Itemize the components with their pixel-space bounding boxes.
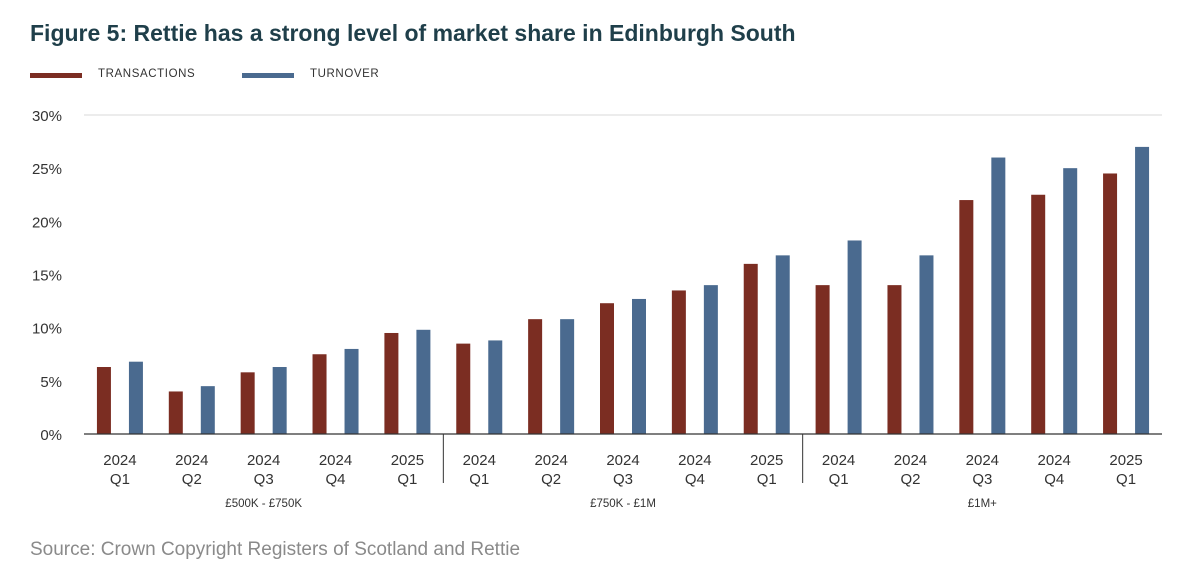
bar-transactions xyxy=(96,367,111,434)
y-tick-label: 30% xyxy=(32,108,62,125)
bar-transactions xyxy=(815,285,830,434)
bar-turnover xyxy=(919,255,934,434)
legend-swatch-transactions xyxy=(30,73,82,78)
bar-turnover xyxy=(703,285,718,434)
x-tick-quarter: Q1 xyxy=(469,471,489,488)
bar-transactions xyxy=(743,263,758,434)
x-tick-quarter: Q3 xyxy=(613,471,633,488)
x-tick-quarter: Q1 xyxy=(829,471,849,488)
x-tick-quarter: Q1 xyxy=(397,471,417,488)
bar-turnover xyxy=(128,361,143,434)
y-tick-label: 20% xyxy=(32,214,62,231)
bar-transactions xyxy=(168,391,183,434)
legend-swatch-turnover xyxy=(242,73,294,78)
bar-transactions xyxy=(959,200,974,434)
x-tick-year: 2024 xyxy=(319,452,352,469)
bar-turnover xyxy=(560,319,575,434)
bar-transactions xyxy=(456,343,471,434)
bar-transactions xyxy=(1031,194,1046,434)
bar-turnover xyxy=(775,255,790,434)
bar-turnover xyxy=(847,240,862,434)
x-tick-year: 2025 xyxy=(391,452,424,469)
y-tick-label: 5% xyxy=(40,374,62,391)
source-note: Source: Crown Copyright Registers of Sco… xyxy=(30,539,521,560)
bar-turnover xyxy=(272,367,287,434)
bar-transactions xyxy=(671,290,686,434)
bar-turnover xyxy=(416,329,431,434)
y-tick-label: 0% xyxy=(40,427,62,444)
x-tick-quarter: Q4 xyxy=(326,471,346,488)
bar-transactions xyxy=(600,303,614,434)
x-tick-year: 2024 xyxy=(678,452,711,469)
y-tick-label: 10% xyxy=(32,321,62,338)
x-tick-quarter: Q2 xyxy=(541,471,561,488)
legend-label-turnover: TURNOVER xyxy=(310,68,380,80)
x-tick-year: 2024 xyxy=(1038,452,1071,469)
bar-turnover xyxy=(488,340,503,434)
y-tick-label: 25% xyxy=(32,161,62,178)
group-label: £500K - £750K xyxy=(225,498,302,510)
bar-transactions xyxy=(384,332,399,434)
bar-transactions xyxy=(528,319,543,434)
x-tick-year: 2024 xyxy=(247,452,280,469)
x-tick-quarter: Q1 xyxy=(757,471,777,488)
x-tick-year: 2024 xyxy=(463,452,496,469)
x-tick-year: 2025 xyxy=(750,452,783,469)
group-label: £750K - £1M xyxy=(590,498,656,510)
bar-chart: 0% 5% 10% 15% 20% 25% 30% 2024 Q1 2024 Q2 2024 Q3 202… xyxy=(32,108,1162,510)
bar-transactions xyxy=(887,285,902,434)
bar-turnover xyxy=(991,157,1006,434)
x-tick-quarter: Q2 xyxy=(182,471,202,488)
x-tick-year: 2024 xyxy=(966,452,999,469)
x-tick-quarter: Q3 xyxy=(254,471,274,488)
group-label: £1M+ xyxy=(968,498,997,510)
bar-turnover xyxy=(1063,168,1078,434)
bar-turnover xyxy=(344,348,359,434)
x-tick-quarter: Q1 xyxy=(110,471,130,488)
bar-turnover xyxy=(632,298,646,434)
x-tick-quarter: Q4 xyxy=(1044,471,1064,488)
bar-transactions xyxy=(240,372,255,434)
x-tick-quarter: Q2 xyxy=(900,471,920,488)
bar-transactions xyxy=(1103,173,1118,434)
x-tick-year: 2025 xyxy=(1109,452,1142,469)
x-tick-year: 2024 xyxy=(175,452,208,469)
bar-transactions xyxy=(312,354,327,434)
x-tick-year: 2024 xyxy=(103,452,136,469)
x-tick-year: 2024 xyxy=(822,452,855,469)
bar-turnover xyxy=(200,386,215,434)
y-tick-label: 15% xyxy=(32,268,62,285)
x-tick-quarter: Q3 xyxy=(972,471,992,488)
x-tick-year: 2024 xyxy=(606,452,639,469)
x-tick-quarter: Q1 xyxy=(1116,471,1136,488)
x-tick-year: 2024 xyxy=(534,452,567,469)
legend-label-transactions: TRANSACTIONS xyxy=(98,68,196,80)
x-tick-quarter: Q4 xyxy=(685,471,705,488)
x-tick-year: 2024 xyxy=(894,452,927,469)
chart-title: Figure 5: Rettie has a strong level of m… xyxy=(30,20,796,46)
bar-turnover xyxy=(1135,146,1150,434)
